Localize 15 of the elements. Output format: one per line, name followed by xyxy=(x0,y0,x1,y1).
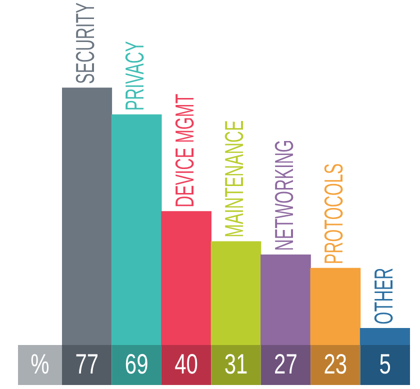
x-tick-label: NETWORKING xyxy=(268,140,299,251)
data-label: 40 xyxy=(174,350,198,381)
x-tick-label: PRIVACY xyxy=(120,41,150,111)
data-label: 69 xyxy=(124,350,148,381)
x-tick-label: DEVICE MGMT xyxy=(169,94,200,208)
data-label: 31 xyxy=(224,350,248,381)
data-label: 77 xyxy=(75,350,99,381)
x-tick-label: PROTOCOLS xyxy=(318,163,349,264)
x-tick-label: OTHER xyxy=(368,268,398,324)
y-axis-title: % xyxy=(30,350,50,381)
x-tick-label: MAINTENANCE xyxy=(219,120,250,238)
data-label: 27 xyxy=(274,350,298,381)
data-label: 23 xyxy=(324,350,348,381)
x-tick-label: SECURITY xyxy=(70,2,100,84)
data-label: 5 xyxy=(379,350,391,381)
